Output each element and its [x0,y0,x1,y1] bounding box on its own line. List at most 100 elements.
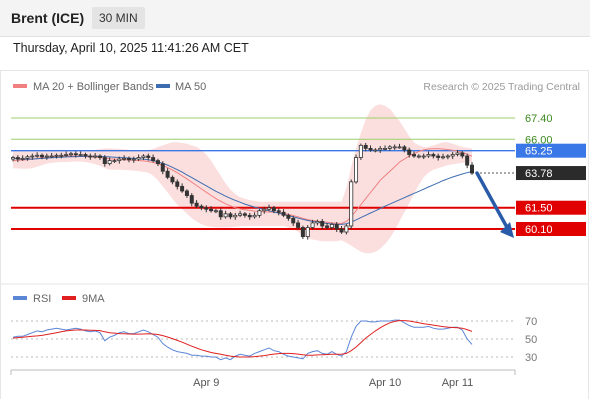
candle-body [93,155,98,158]
candle-body [387,146,392,149]
candle-body [305,227,310,238]
candle-body [247,214,252,218]
candle-body [271,207,276,212]
ma50-legend-swatch [156,84,170,88]
candle-body [209,208,214,212]
candle-body [368,148,373,151]
rsi-ma9-legend-swatch [62,296,76,300]
candle-body [465,155,470,166]
candle-body [20,157,25,160]
candle-body [426,154,431,157]
candle-body [397,146,402,149]
current-price-tag [516,166,586,181]
forecast-arrow-head [500,222,514,238]
rsi-panel: RSI 9MA 70 50 30 [0,283,589,364]
candles [10,142,474,240]
candle-body [358,144,363,158]
candle-body [354,157,359,183]
candle-body [339,228,344,233]
rsi-tick-50: 50 [525,334,537,346]
level-label-61.50: 61.50 [525,203,553,215]
rsi-ma9-line [12,320,473,358]
candle-body [469,164,474,174]
candle-body [146,155,151,158]
candle-body [383,148,388,150]
price-levels [11,117,515,230]
rsi-line [12,319,473,361]
candle-body [83,154,88,157]
candle-body [315,220,320,224]
timeframe-button[interactable]: 30 MIN [92,7,145,29]
candle-body [325,225,330,228]
x-tick-label: Apr 11 [442,377,474,389]
candle-body [160,163,165,172]
candle-body [334,224,339,230]
ma20-legend-label: MA 20 + Bollinger Bands [33,81,154,93]
candle-body [64,154,69,156]
x-axis: Apr 9 Apr 10 Apr 11 [10,369,516,389]
candle-body [407,149,412,155]
x-tick-label: Apr 10 [369,377,401,389]
candle-body [170,176,175,183]
candle-body [59,154,64,157]
candle-body [349,181,354,227]
candle-body [441,156,446,159]
candle-body [431,154,436,157]
rsi-ma9-legend-label: 9MA [82,293,105,305]
candle-body [329,224,334,228]
candle-body [15,157,20,160]
candle-body [39,154,44,158]
level-label-60.10: 60.10 [525,224,553,236]
candle-body [131,158,136,161]
candle-body [49,155,54,158]
candle-body [194,202,199,207]
candle-body [412,154,417,157]
candle-body [204,207,209,210]
candle-body [276,210,281,213]
candle-body [416,155,421,158]
candle-body [286,214,291,219]
level-label-66.00: 66.00 [525,134,553,146]
candle-body [344,225,349,233]
candle-body [445,155,450,158]
forecast-arrow [475,171,514,238]
candle-body [300,227,305,238]
rsi-legend-swatch [13,296,27,300]
candle-body [421,155,426,158]
candle-body [107,160,112,165]
candle-body [112,160,117,162]
candle-body [296,222,301,228]
candle-body [267,207,272,210]
candle-body [117,158,122,161]
candle-body [175,181,180,187]
chart-legend: MA 20 + Bollinger Bands MA 50 Research © 2… [13,81,580,93]
candle-body [25,156,30,159]
candle-body [373,149,378,152]
rsi-legend-label: RSI [33,293,51,305]
candle-body [257,210,262,216]
candle-body [378,148,383,151]
candle-body [281,211,286,216]
rsi-tick-70: 70 [525,316,537,328]
ma20-legend-swatch [13,84,27,88]
candle-body [213,210,218,213]
ma50-legend-label: MA 50 [175,81,206,93]
candle-body [460,152,465,157]
candle-body [455,152,460,155]
candle-body [151,157,156,161]
candle-body [189,195,194,204]
candle-body [242,213,247,216]
candle-body [73,153,78,156]
candle-body [180,186,185,192]
candle-body [228,213,233,218]
bollinger-band-fill [13,104,472,254]
level-label-65.25: 65.25 [525,146,553,158]
candle-body [218,210,223,218]
forecast-arrow-shaft [475,171,511,233]
candle-body [102,157,107,165]
candle-body [68,153,73,156]
candle-body [54,154,59,157]
header-bar: Brent (ICE) 30 MIN [0,0,590,37]
